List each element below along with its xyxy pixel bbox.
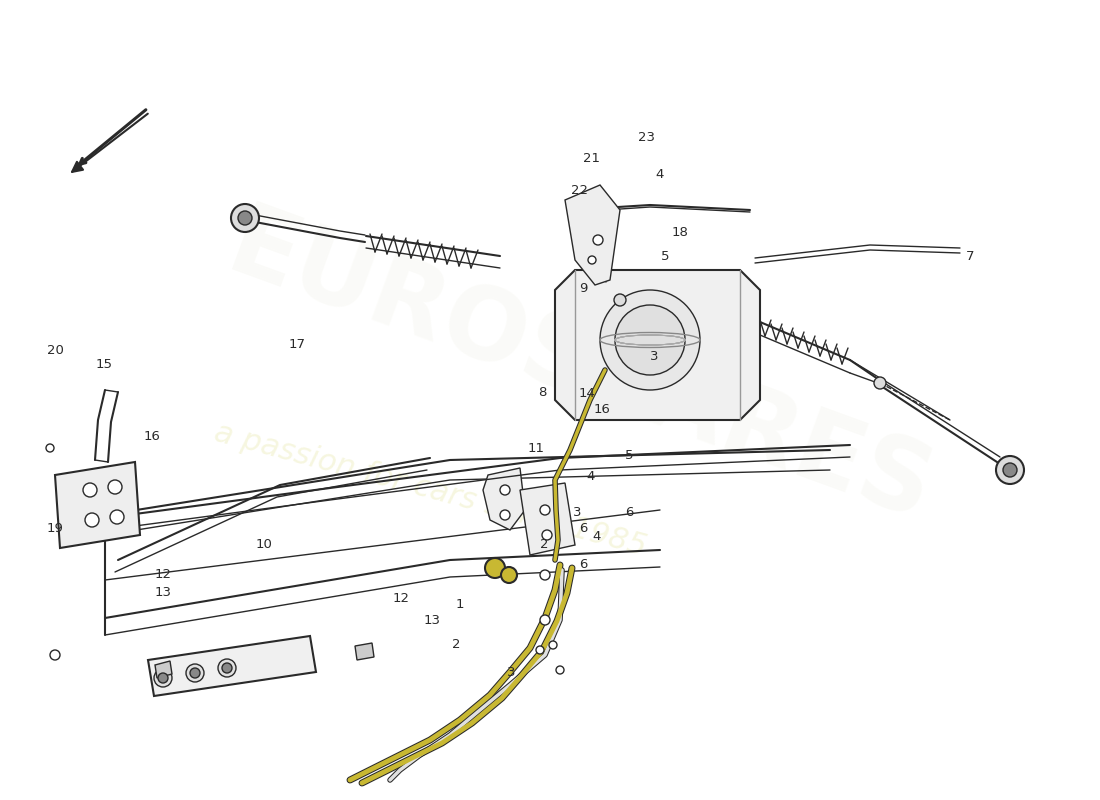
Polygon shape: [355, 643, 374, 660]
Text: 5: 5: [661, 250, 670, 262]
Text: 6: 6: [625, 506, 634, 518]
Circle shape: [600, 290, 700, 390]
Circle shape: [190, 668, 200, 678]
Circle shape: [996, 456, 1024, 484]
Text: 19: 19: [46, 522, 64, 534]
Circle shape: [108, 480, 122, 494]
Circle shape: [500, 510, 510, 520]
Text: 15: 15: [96, 358, 113, 370]
Text: 4: 4: [592, 530, 601, 542]
Text: 3: 3: [507, 666, 516, 678]
Text: 2: 2: [452, 638, 461, 650]
Circle shape: [218, 659, 236, 677]
Text: 4: 4: [656, 168, 664, 181]
Text: 3: 3: [573, 506, 582, 518]
Text: 20: 20: [46, 344, 64, 357]
Text: 1: 1: [455, 598, 464, 610]
Circle shape: [50, 650, 60, 660]
Circle shape: [549, 641, 557, 649]
Circle shape: [110, 510, 124, 524]
Text: 12: 12: [393, 592, 410, 605]
Circle shape: [874, 377, 886, 389]
Polygon shape: [483, 468, 525, 530]
Circle shape: [186, 664, 204, 682]
Text: 5: 5: [625, 450, 634, 462]
Circle shape: [158, 673, 168, 683]
Circle shape: [540, 570, 550, 580]
Circle shape: [593, 235, 603, 245]
Circle shape: [540, 505, 550, 515]
Circle shape: [588, 256, 596, 264]
Text: 6: 6: [579, 522, 587, 534]
Text: 12: 12: [154, 568, 172, 581]
Text: 8: 8: [538, 386, 547, 398]
Text: 3: 3: [650, 350, 659, 362]
Polygon shape: [565, 185, 620, 285]
Text: 13: 13: [424, 614, 441, 626]
Polygon shape: [155, 661, 172, 678]
Text: 10: 10: [255, 538, 273, 550]
Text: 13: 13: [154, 586, 172, 598]
Text: 16: 16: [143, 430, 161, 442]
Text: EUROSPARES: EUROSPARES: [214, 198, 945, 542]
Text: 17: 17: [288, 338, 306, 350]
Circle shape: [154, 669, 172, 687]
Circle shape: [500, 567, 517, 583]
Text: 9: 9: [579, 282, 587, 294]
Text: 22: 22: [571, 184, 588, 197]
Text: 18: 18: [671, 226, 689, 238]
Circle shape: [222, 663, 232, 673]
Polygon shape: [556, 270, 760, 420]
Text: a passion for cars since 1985: a passion for cars since 1985: [211, 418, 649, 562]
Polygon shape: [148, 636, 316, 696]
Circle shape: [540, 615, 550, 625]
Circle shape: [1003, 463, 1018, 477]
Circle shape: [85, 513, 99, 527]
Circle shape: [46, 444, 54, 452]
Polygon shape: [520, 483, 575, 555]
Circle shape: [82, 483, 97, 497]
Circle shape: [556, 666, 564, 674]
Text: 2: 2: [540, 538, 549, 550]
Text: 4: 4: [586, 470, 595, 482]
Polygon shape: [55, 462, 140, 548]
Circle shape: [485, 558, 505, 578]
Text: 14: 14: [579, 387, 596, 400]
Circle shape: [238, 211, 252, 225]
Circle shape: [500, 485, 510, 495]
Circle shape: [542, 530, 552, 540]
Circle shape: [614, 294, 626, 306]
Text: 6: 6: [579, 558, 587, 570]
Text: 11: 11: [527, 442, 544, 454]
Circle shape: [615, 305, 685, 375]
Circle shape: [231, 204, 258, 232]
Text: 21: 21: [583, 152, 601, 165]
Text: 23: 23: [638, 131, 656, 144]
Circle shape: [536, 646, 544, 654]
Text: 7: 7: [966, 250, 975, 262]
Text: 16: 16: [593, 403, 611, 416]
